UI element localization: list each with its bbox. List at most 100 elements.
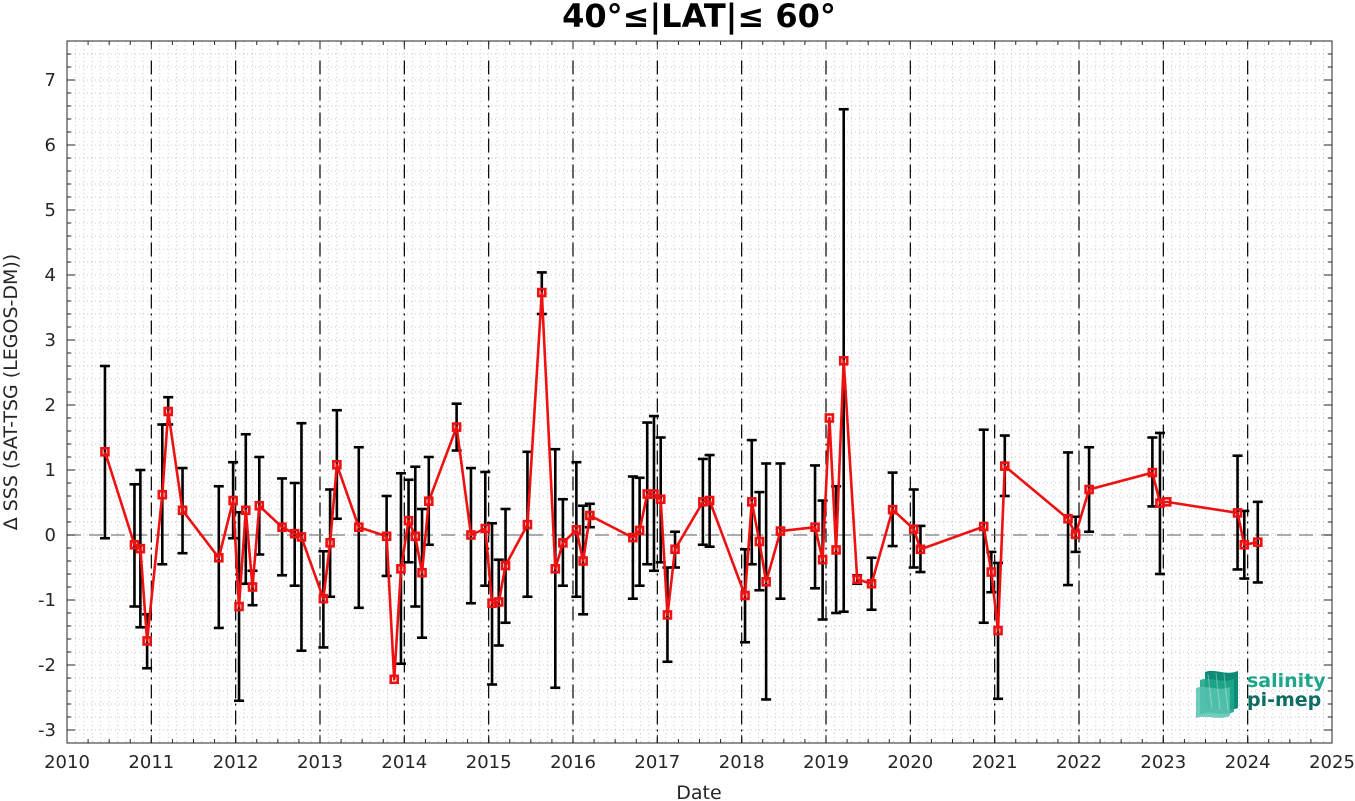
data-point-marker (381, 531, 392, 542)
data-point-marker (1147, 467, 1158, 478)
y-tick-label: -1 (38, 590, 56, 611)
data-point-marker (135, 543, 146, 554)
data-point-marker (1239, 539, 1250, 550)
data-point-marker (1063, 513, 1073, 524)
data-point-marker (866, 578, 877, 589)
data-point-marker (1161, 497, 1172, 507)
data-point-marker (754, 536, 765, 547)
data-point-marker (838, 355, 849, 366)
y-tick-label: -3 (38, 720, 56, 741)
data-point-marker (325, 537, 335, 548)
data-point-marker (915, 544, 926, 555)
data-point-marker (746, 497, 757, 507)
data-point-marker (177, 505, 188, 516)
x-tick-label: 2023 (1140, 752, 1186, 773)
data-point-marker (318, 593, 329, 604)
x-tick-label: 2021 (972, 752, 1018, 773)
data-point-marker (993, 625, 1003, 636)
data-point-marker (423, 496, 434, 507)
data-point-marker (999, 461, 1010, 471)
data-point-marker (585, 510, 595, 521)
x-tick-label: 2017 (634, 752, 680, 773)
data-point-marker (740, 590, 750, 601)
data-point-marker (817, 554, 828, 565)
x-tick-label: 2025 (1309, 752, 1355, 773)
x-tick-labels: 2010 2011 2012 2013 2014 2015 2016 2017 2018 2019… (44, 752, 1355, 773)
data-point-marker (277, 522, 287, 533)
data-point-marker (240, 505, 251, 516)
data-point-marker (296, 532, 307, 542)
data-point-marker (466, 530, 476, 540)
data-point-marker (852, 574, 863, 585)
y-tick-label: 0 (45, 525, 56, 546)
data-point-marker (655, 494, 666, 505)
data-point-marker (824, 413, 835, 423)
x-tick-label: 2019 (803, 752, 849, 773)
x-tick-label: 2015 (466, 752, 512, 773)
data-point-marker (228, 495, 238, 506)
x-tick-label: 2016 (550, 752, 596, 773)
data-point-marker (1084, 484, 1094, 495)
data-point-marker (417, 567, 427, 578)
data-point-marker (403, 515, 414, 526)
y-tick-label: 3 (45, 330, 56, 351)
y-tick-label: 6 (45, 135, 56, 156)
series-markers (100, 287, 1263, 685)
y-tick-label: -2 (38, 655, 56, 676)
data-point-marker (157, 489, 168, 500)
x-tick-label: 2010 (44, 752, 90, 773)
y-tick-label: 5 (45, 200, 56, 221)
y-tick-label: 1 (45, 460, 56, 481)
data-point-marker (704, 495, 715, 506)
data-point-marker (142, 636, 152, 646)
axis-ticks (66, 40, 1333, 743)
series-layer (103, 291, 1259, 681)
data-point-marker (628, 532, 638, 543)
data-point-marker (887, 504, 898, 515)
x-tick-label: 2013 (297, 752, 343, 773)
x-axis-label: Date (676, 782, 721, 801)
data-point-marker (500, 560, 511, 571)
data-point-marker (332, 459, 342, 470)
data-point-marker (353, 522, 364, 533)
data-point-marker (761, 576, 771, 587)
data-point-marker (670, 544, 680, 555)
data-point-marker (234, 601, 244, 612)
data-point-marker (451, 422, 462, 432)
data-point-marker (986, 567, 997, 577)
logo-text-pi-mep: pi-mep (1247, 689, 1321, 711)
data-point-marker (247, 582, 258, 592)
data-point-marker (536, 287, 547, 298)
data-point-marker (214, 552, 224, 563)
data-point-marker (571, 524, 582, 535)
data-point-marker (100, 446, 110, 457)
x-tick-label: 2011 (128, 752, 174, 773)
y-tick-label: 4 (45, 265, 56, 286)
data-point-marker (978, 521, 989, 532)
x-tick-label: 2022 (1056, 752, 1102, 773)
y-axis-label: Δ SSS (SAT-TSG (LEGOS-DM)) (0, 254, 22, 530)
year-marker-lines (150, 60, 1249, 743)
data-point-marker (831, 545, 841, 555)
y-tick-label: 2 (45, 395, 56, 416)
logo-text-salinity: salinity (1247, 670, 1326, 692)
data-point-marker (163, 406, 173, 417)
data-point-marker (662, 610, 673, 620)
x-tick-label: 2024 (1225, 752, 1271, 773)
data-point-marker (634, 525, 645, 536)
data-point-marker (396, 563, 406, 574)
data-point-marker (1252, 537, 1263, 547)
data-point-marker (410, 531, 421, 542)
data-point-marker (480, 523, 491, 534)
data-point-marker (389, 674, 400, 685)
x-tick-label: 2012 (213, 752, 259, 773)
x-tick-label: 2018 (719, 752, 765, 773)
data-point-marker (493, 597, 504, 607)
wave-logo-icon (1196, 670, 1238, 718)
data-point-marker (522, 519, 533, 530)
data-point-marker (1232, 508, 1243, 518)
data-point-marker (908, 524, 919, 534)
data-point-marker (649, 489, 659, 499)
